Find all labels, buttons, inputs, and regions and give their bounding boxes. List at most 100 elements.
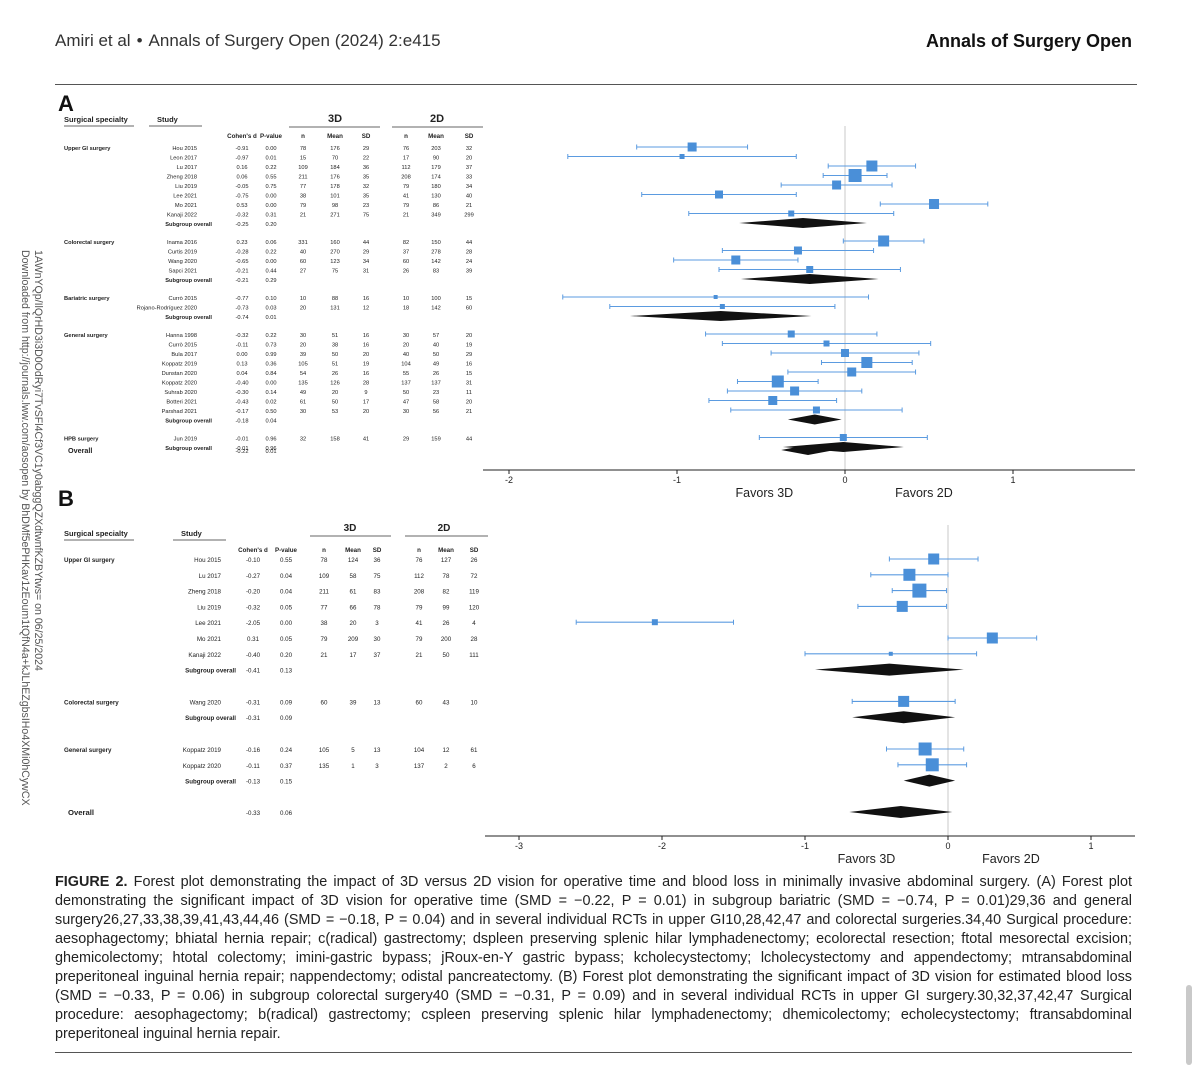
subgroup-overall-d: -0.25 [236,222,249,228]
cell-n3: 38 [300,194,306,200]
study-name: Hou 2015 [194,557,221,564]
p-value: 0.00 [265,259,276,265]
overall-label: Overall [68,446,92,455]
cell-m3: 178 [330,184,340,190]
scrollbar[interactable] [1186,985,1192,1065]
study-name: Bula 2017 [171,352,197,358]
effect-size-marker [787,330,795,338]
x-axis-tick-label: 1 [1088,841,1093,851]
cohens-d-value: -2.05 [246,620,261,627]
cell-s2: 39 [466,269,472,275]
subgroup-overall-d: -0.41 [246,668,261,675]
effect-size-marker [903,568,916,581]
cell-n3: 331 [298,240,308,246]
cell-n3: 27 [300,269,306,275]
cell-s3: 83 [374,589,381,596]
subgroup-overall-p: 0.09 [280,715,293,722]
bottom-rule [55,1052,1132,1053]
cell-m3: 17 [350,652,357,659]
cell-m2: 12 [443,747,450,754]
p-value: 0.05 [280,604,293,611]
effect-size-marker [848,169,862,182]
subgroup-diamond [787,414,842,425]
cell-s3: 17 [363,400,369,406]
cell-m3: 1 [351,763,355,770]
cell-m3: 101 [330,194,340,200]
subgroup-overall-label: Subgroup overall [185,779,236,786]
cohens-d-value: -0.43 [236,400,249,406]
cell-m3: 88 [332,296,338,302]
cell-s2: 29 [466,352,472,358]
cell-n2: 10 [403,296,409,302]
cell-n2: 112 [414,573,424,580]
effect-size-marker [768,396,778,405]
cell-s2: 20 [466,333,472,339]
cell-n3: 20 [300,306,306,312]
p-value: 0.04 [280,589,293,596]
cell-s3: 12 [363,306,369,312]
cell-m2: 130 [431,194,441,200]
overall-p: 0.06 [280,810,293,817]
cohens-d-value: -0.11 [246,763,260,770]
effect-size-marker [866,160,878,172]
subgroup-name: Bariatric surgery [64,296,110,302]
col-header-study: Study [157,115,179,124]
p-value: 0.03 [265,306,276,312]
cell-s3: 44 [363,240,369,246]
cohens-d-value: -0.16 [246,747,261,754]
cell-n3: 79 [300,203,306,209]
cell-m3: 271 [330,213,340,219]
effect-size-marker [847,367,857,377]
cohens-d-value: 0.53 [236,203,247,209]
cell-s2: 44 [466,437,472,443]
effect-size-marker [912,583,927,598]
cell-s2: 24 [466,259,472,265]
cell-s3: 75 [374,573,381,580]
cell-s2: 10 [471,699,478,706]
panel-b-letter: B [58,486,74,511]
study-name: Inama 2016 [167,240,197,246]
study-name: Koppatz 2019 [162,362,197,368]
col-header-study: Study [181,529,203,538]
subgroup-overall-label: Subgroup overall [165,278,212,284]
cell-n2: 18 [403,306,409,312]
col-header-specialty: Surgical specialty [64,529,129,538]
subgroup-overall-label: Subgroup overall [165,419,212,425]
cohens-d-value: -0.40 [246,652,261,659]
p-value: 0.14 [265,390,276,396]
cell-s2: 33 [466,175,472,181]
study-name: Botteri 2021 [166,400,197,406]
cell-m3: 39 [350,699,357,706]
cell-s2: 120 [469,604,480,611]
effect-size-marker [679,154,685,159]
subgroup-overall-p: 0.15 [280,779,293,786]
cell-n2: 82 [403,240,409,246]
col-header-n: n [417,547,421,554]
study-name: Lee 2021 [173,194,197,200]
cell-s3: 13 [374,699,381,706]
p-value: 0.36 [265,362,276,368]
study-name: Kanaji 2022 [167,213,197,219]
overall-label: Overall [68,808,94,817]
p-value: 0.02 [265,400,276,406]
subgroup-name: Upper GI surgery [64,557,115,564]
effect-size-marker [687,142,697,152]
cell-n3: 135 [298,381,308,387]
cohens-d-value: -0.21 [236,269,249,275]
cell-m2: 127 [441,557,452,564]
cell-n2: 26 [403,269,409,275]
cell-s2: 28 [471,636,478,643]
p-value: 0.73 [265,343,276,349]
cell-n2: 40 [403,352,409,358]
caption-text: Forest plot demonstrating the impact of … [55,874,1132,1042]
x-axis-tick-label: 0 [842,475,847,485]
cell-s3: 23 [363,203,369,209]
col-header-n: n [301,133,305,140]
p-value: 0.24 [280,747,293,754]
cell-s2: 37 [466,165,472,171]
cell-s3: 20 [363,352,369,358]
cell-m3: 51 [332,362,338,368]
cohens-d-value: -0.01 [236,437,249,443]
cell-s2: 31 [466,381,472,387]
study-name: Koppatz 2020 [183,763,222,770]
